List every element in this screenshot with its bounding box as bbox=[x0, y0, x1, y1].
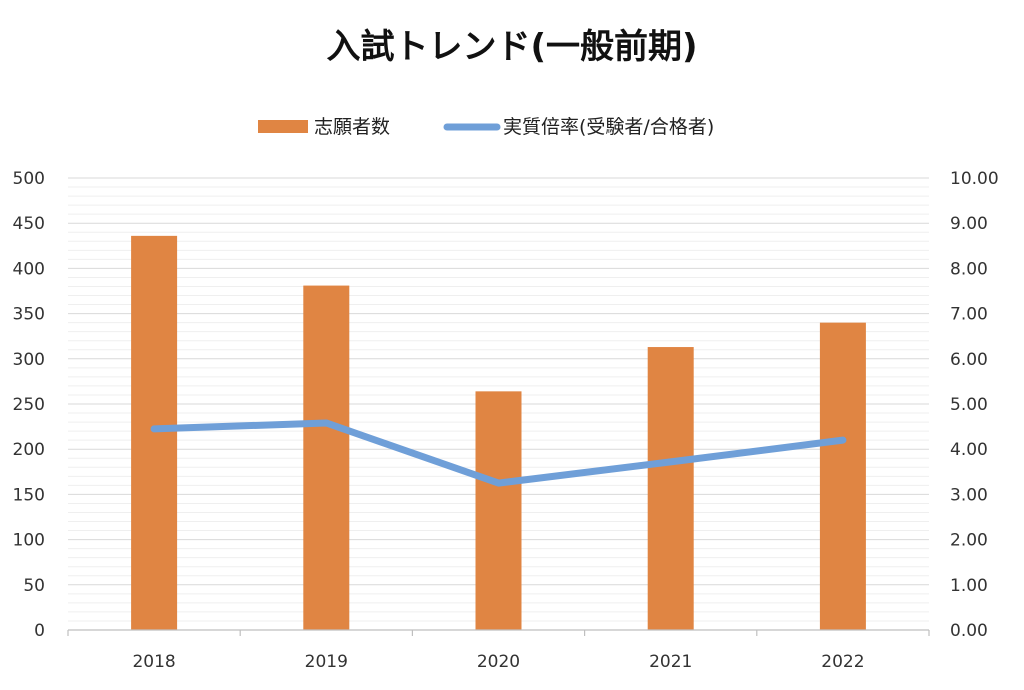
right-tick-label: 7.00 bbox=[950, 305, 988, 325]
right-tick-label: 5.00 bbox=[950, 395, 988, 415]
right-tick-label: 10.00 bbox=[950, 169, 999, 189]
bar-2020 bbox=[475, 391, 522, 630]
left-tick-label: 50 bbox=[23, 576, 45, 596]
left-tick-label: 450 bbox=[13, 214, 45, 234]
right-tick-label: 9.00 bbox=[950, 214, 988, 234]
category-label: 2019 bbox=[305, 652, 348, 672]
left-tick-label: 100 bbox=[13, 531, 45, 551]
right-axis-ticks: 0.00 1.00 2.00 3.00 4.00 5.00 6.00 7.00 8.00 9.00… bbox=[950, 169, 999, 641]
left-tick-label: 250 bbox=[13, 395, 45, 415]
right-tick-label: 8.00 bbox=[950, 259, 988, 279]
right-tick-label: 6.00 bbox=[950, 350, 988, 370]
right-tick-label: 1.00 bbox=[950, 576, 988, 596]
category-label: 2020 bbox=[477, 652, 520, 672]
legend: 志願者数 実質倍率(受験者/合格者) bbox=[258, 116, 714, 138]
category-label: 2021 bbox=[649, 652, 692, 672]
bar-2019 bbox=[303, 285, 350, 630]
bar-2022 bbox=[819, 322, 866, 630]
legend-label-ratio: 実質倍率(受験者/合格者) bbox=[503, 116, 714, 138]
left-tick-label: 350 bbox=[13, 305, 45, 325]
category-label: 2022 bbox=[821, 652, 864, 672]
legend-swatch-applicants bbox=[258, 120, 308, 133]
left-tick-label: 400 bbox=[13, 259, 45, 279]
left-tick-label: 0 bbox=[34, 621, 45, 641]
left-tick-label: 300 bbox=[13, 350, 45, 370]
x-axis: 2018 2019 2020 2021 2022 bbox=[67, 629, 930, 672]
right-tick-label: 4.00 bbox=[950, 440, 988, 460]
left-axis-ticks: 0 50 100 150 200 250 300 350 400 450 500 bbox=[13, 169, 45, 641]
left-tick-label: 500 bbox=[13, 169, 45, 189]
legend-label-applicants: 志願者数 bbox=[314, 116, 390, 138]
chart-title: 入試トレンド(一般前期) bbox=[326, 27, 697, 67]
left-tick-label: 200 bbox=[13, 440, 45, 460]
right-tick-label: 0.00 bbox=[950, 621, 988, 641]
category-label: 2018 bbox=[132, 652, 175, 672]
right-tick-label: 3.00 bbox=[950, 485, 988, 505]
bar-2021 bbox=[647, 347, 694, 630]
bar-series bbox=[131, 235, 866, 630]
line-series bbox=[150, 419, 847, 487]
left-tick-label: 150 bbox=[13, 485, 45, 505]
right-tick-label: 2.00 bbox=[950, 531, 988, 551]
bar-2018 bbox=[131, 235, 178, 630]
